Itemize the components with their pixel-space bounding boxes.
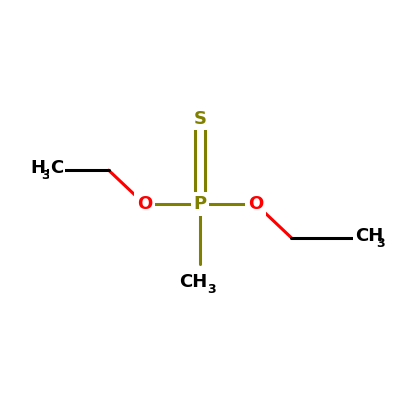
Text: O: O xyxy=(248,195,263,213)
Text: 3: 3 xyxy=(41,169,50,182)
Text: 3: 3 xyxy=(208,284,216,296)
Text: C: C xyxy=(50,159,64,177)
Text: O: O xyxy=(137,195,152,213)
Text: 3: 3 xyxy=(376,237,384,250)
Text: S: S xyxy=(194,110,206,128)
Text: P: P xyxy=(194,195,206,213)
Text: H: H xyxy=(30,159,45,177)
Text: CH: CH xyxy=(179,274,207,292)
Text: CH: CH xyxy=(355,227,383,245)
